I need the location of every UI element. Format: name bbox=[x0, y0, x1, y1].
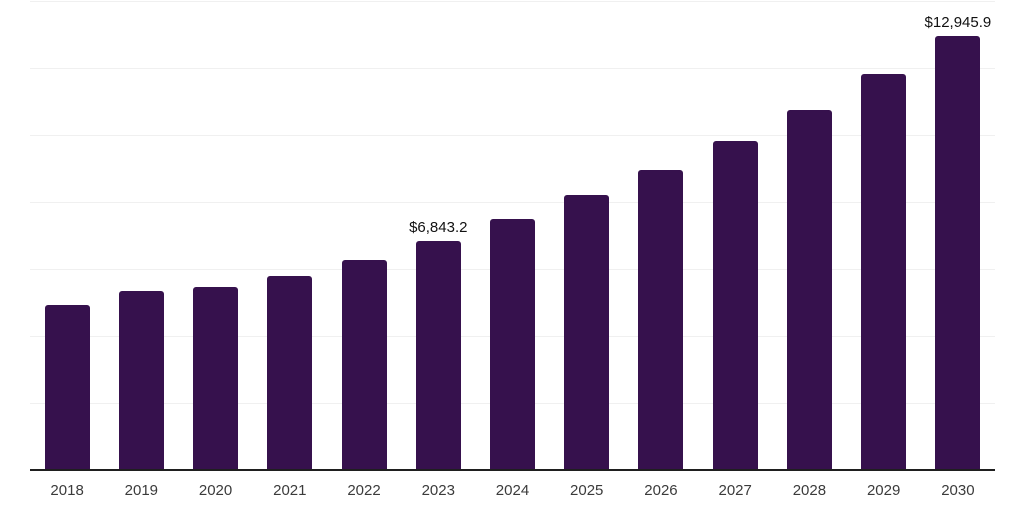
bar-2023 bbox=[415, 240, 461, 470]
data-label-2030: $12,945.9 bbox=[924, 14, 992, 32]
bar-2018 bbox=[44, 304, 90, 470]
x-axis-labels: 2018 2019 2020 2021 2022 2023 2024 2025 2026 2027… bbox=[30, 482, 995, 504]
bar-2026 bbox=[638, 169, 684, 470]
gridline-12000 bbox=[30, 68, 995, 69]
bar-2025 bbox=[564, 195, 610, 470]
x-tick-label-2030: 2030 bbox=[941, 482, 975, 499]
bar-2028 bbox=[786, 109, 832, 470]
x-tick-label-2024: 2024 bbox=[495, 482, 530, 499]
x-tick-label-2026: 2026 bbox=[644, 482, 678, 499]
x-tick-label-2022: 2022 bbox=[347, 482, 381, 499]
x-tick-label-2025: 2025 bbox=[570, 482, 604, 499]
x-tick-label-2023: 2023 bbox=[421, 482, 455, 499]
bar-2027 bbox=[712, 141, 758, 470]
x-tick-label-2027: 2027 bbox=[718, 482, 752, 499]
bar-2022 bbox=[341, 259, 387, 470]
bar-2020 bbox=[193, 287, 239, 470]
data-label-2023: $6,843.2 bbox=[409, 218, 468, 236]
x-tick-label-2028: 2028 bbox=[792, 482, 827, 499]
x-tick-label-2020: 2020 bbox=[198, 482, 233, 499]
gridline-10000 bbox=[30, 135, 995, 136]
gridline-14000 bbox=[30, 1, 995, 2]
bar-2030 bbox=[935, 36, 981, 470]
x-tick-label-2029: 2029 bbox=[866, 482, 901, 499]
bar-2019 bbox=[118, 291, 164, 470]
x-tick-label-2018: 2018 bbox=[50, 482, 84, 499]
bar-2021 bbox=[267, 276, 313, 470]
x-tick-label-2019: 2019 bbox=[124, 482, 159, 499]
gridline-8000 bbox=[30, 202, 995, 203]
x-axis-line bbox=[30, 469, 995, 471]
plot-area: $6,843.2 $12,945.9 bbox=[30, 0, 995, 471]
x-tick-label-2021: 2021 bbox=[273, 482, 307, 499]
bar-2024 bbox=[490, 219, 535, 470]
bar-2029 bbox=[861, 74, 907, 470]
